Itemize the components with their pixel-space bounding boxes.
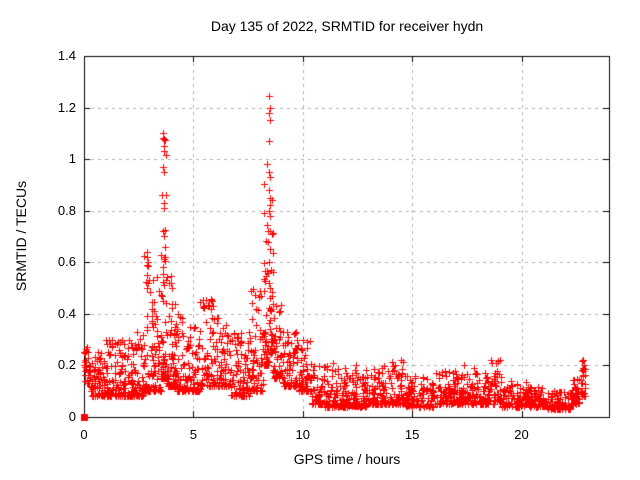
y-tick-label: 1.4 — [57, 48, 76, 63]
x-tick-label: 5 — [189, 427, 197, 442]
y-tick-label: 0.2 — [57, 357, 76, 373]
x-tick-label: 0 — [80, 427, 88, 442]
x-tick-label: 10 — [295, 427, 310, 442]
x-tick-label: 15 — [404, 427, 420, 442]
y-tick-label: 1 — [68, 151, 76, 167]
y-axis-label: SRMTID / TECUs — [13, 180, 29, 292]
y-tick-label: 0.4 — [57, 305, 76, 321]
y-tick-label: 1.2 — [57, 99, 76, 115]
x-axis-label: GPS time / hours — [293, 451, 401, 467]
y-tick-label: 0 — [68, 409, 76, 424]
x-tick-label: 20 — [514, 427, 529, 442]
y-tick-label: 0.6 — [57, 254, 76, 270]
y-tick-label: 0.8 — [57, 202, 76, 218]
chart-title: Day 135 of 2022, SRMTID for receiver hyd… — [210, 18, 484, 34]
